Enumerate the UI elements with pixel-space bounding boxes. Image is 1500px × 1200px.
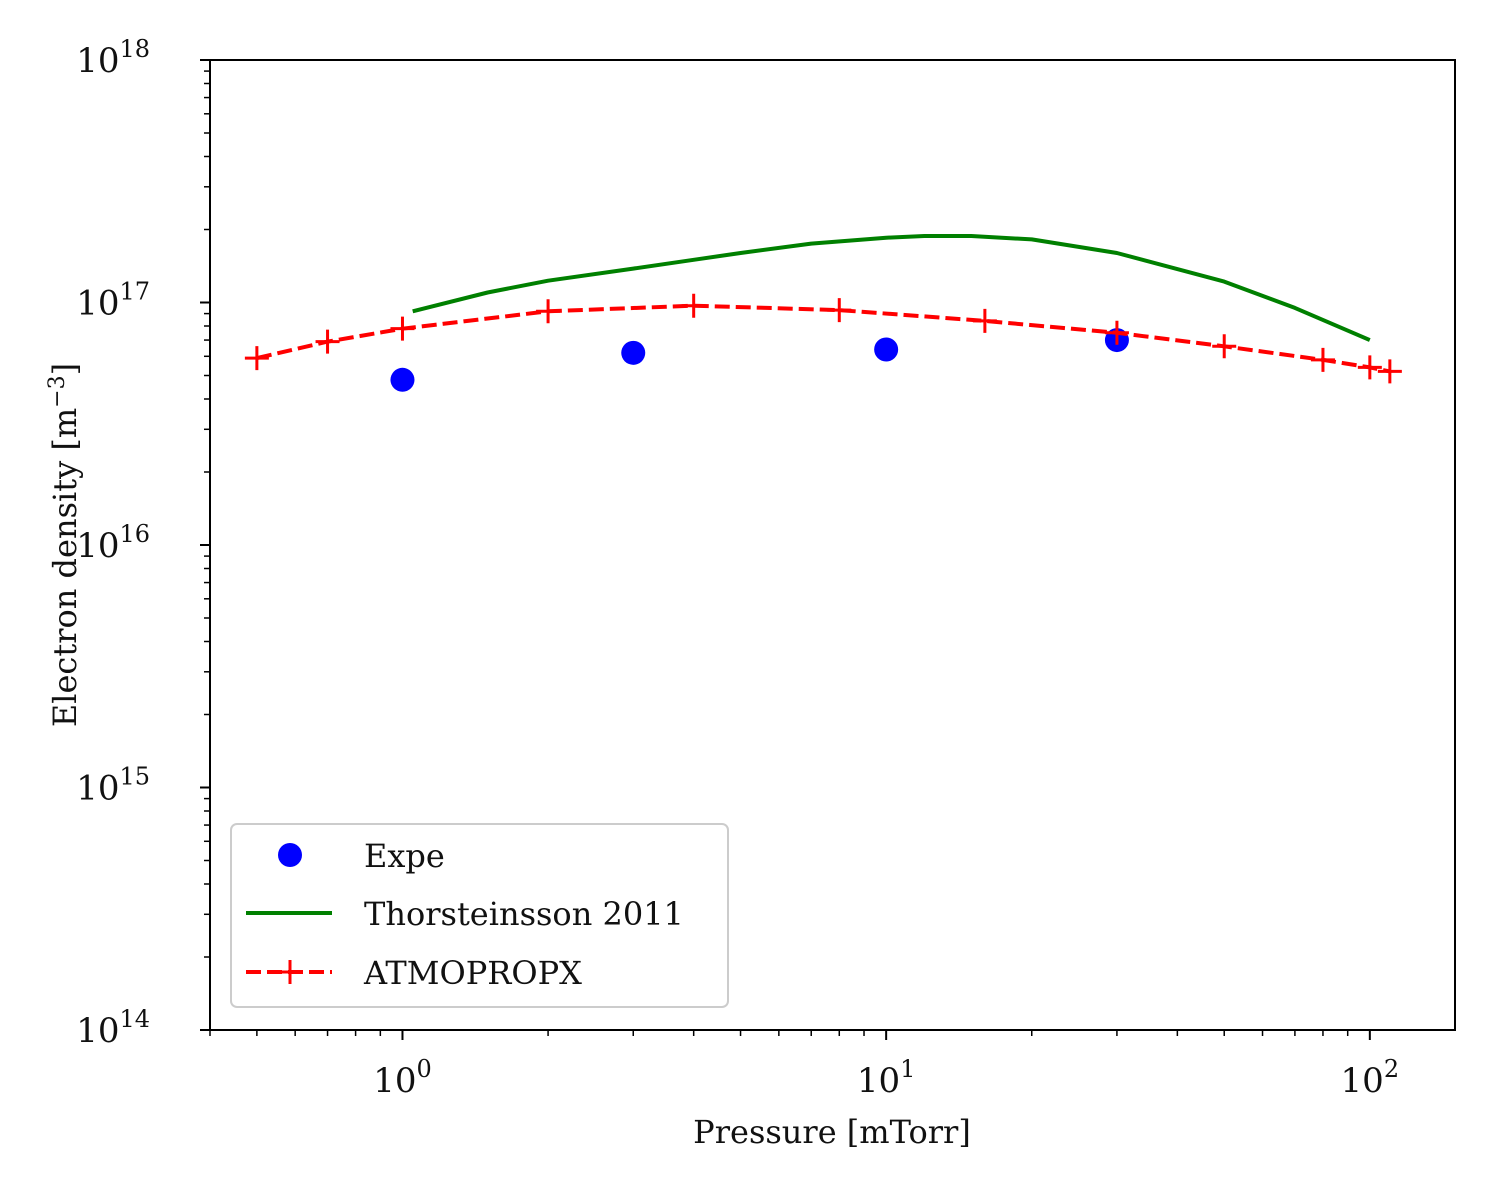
x-tick-label: 102 (1341, 1055, 1400, 1101)
legend-box (230, 823, 729, 1008)
legend-marker-expe (278, 843, 302, 867)
x-tick-label: 101 (857, 1055, 916, 1101)
legend-marker-atmopropx (278, 960, 302, 984)
x-tick-label: 100 (373, 1055, 432, 1101)
data-point-expe (874, 337, 899, 362)
data-point-atmopropx (1357, 355, 1382, 380)
legend-label-thorsteinsson: Thorsteinsson 2011 (364, 895, 684, 933)
data-point-expe (621, 340, 646, 365)
x-axis-title: Pressure [mTorr] (693, 1113, 971, 1151)
data-point-atmopropx (1310, 347, 1335, 372)
data-point-atmopropx (244, 346, 269, 371)
plot-frame (209, 59, 1456, 1031)
y-tick-label: 1017 (76, 278, 150, 324)
y-tick-label: 1018 (76, 35, 150, 81)
y-axis-title-exp: −3 (45, 375, 70, 407)
data-point-atmopropx (1104, 320, 1129, 345)
ticks-layer: 100 101 102 1014 1015 1016 1017 1018 (76, 35, 1399, 1101)
data-point-atmopropx (315, 329, 340, 354)
y-tick-label: 1014 (76, 1005, 150, 1051)
data-point-atmopropx (536, 299, 561, 324)
series-line-thorsteinsson-2011 (412, 234, 1371, 342)
data-point-expe (390, 367, 415, 392)
data-point-atmopropx (1212, 334, 1237, 359)
y-tick-label: 1015 (76, 763, 150, 809)
data-point-atmopropx (827, 298, 852, 323)
legend: Expe Thorsteinsson 2011 ATMOPROPX (230, 823, 729, 1008)
y-axis-title-close: ] (46, 363, 84, 375)
data-point-atmopropx (681, 293, 706, 318)
data-point-atmopropx (390, 316, 415, 341)
y-axis-title: Electron density [m−3] (45, 363, 84, 727)
data-point-atmopropx (1377, 359, 1402, 384)
data-point-atmopropx (972, 308, 997, 333)
series-layer (244, 234, 1402, 392)
y-tick-label: 1016 (76, 520, 150, 566)
y-axis-title-base: Electron density [m (46, 408, 84, 727)
legend-label-expe: Expe (364, 837, 445, 875)
legend-label-atmopropx: ATMOPROPX (363, 954, 582, 992)
